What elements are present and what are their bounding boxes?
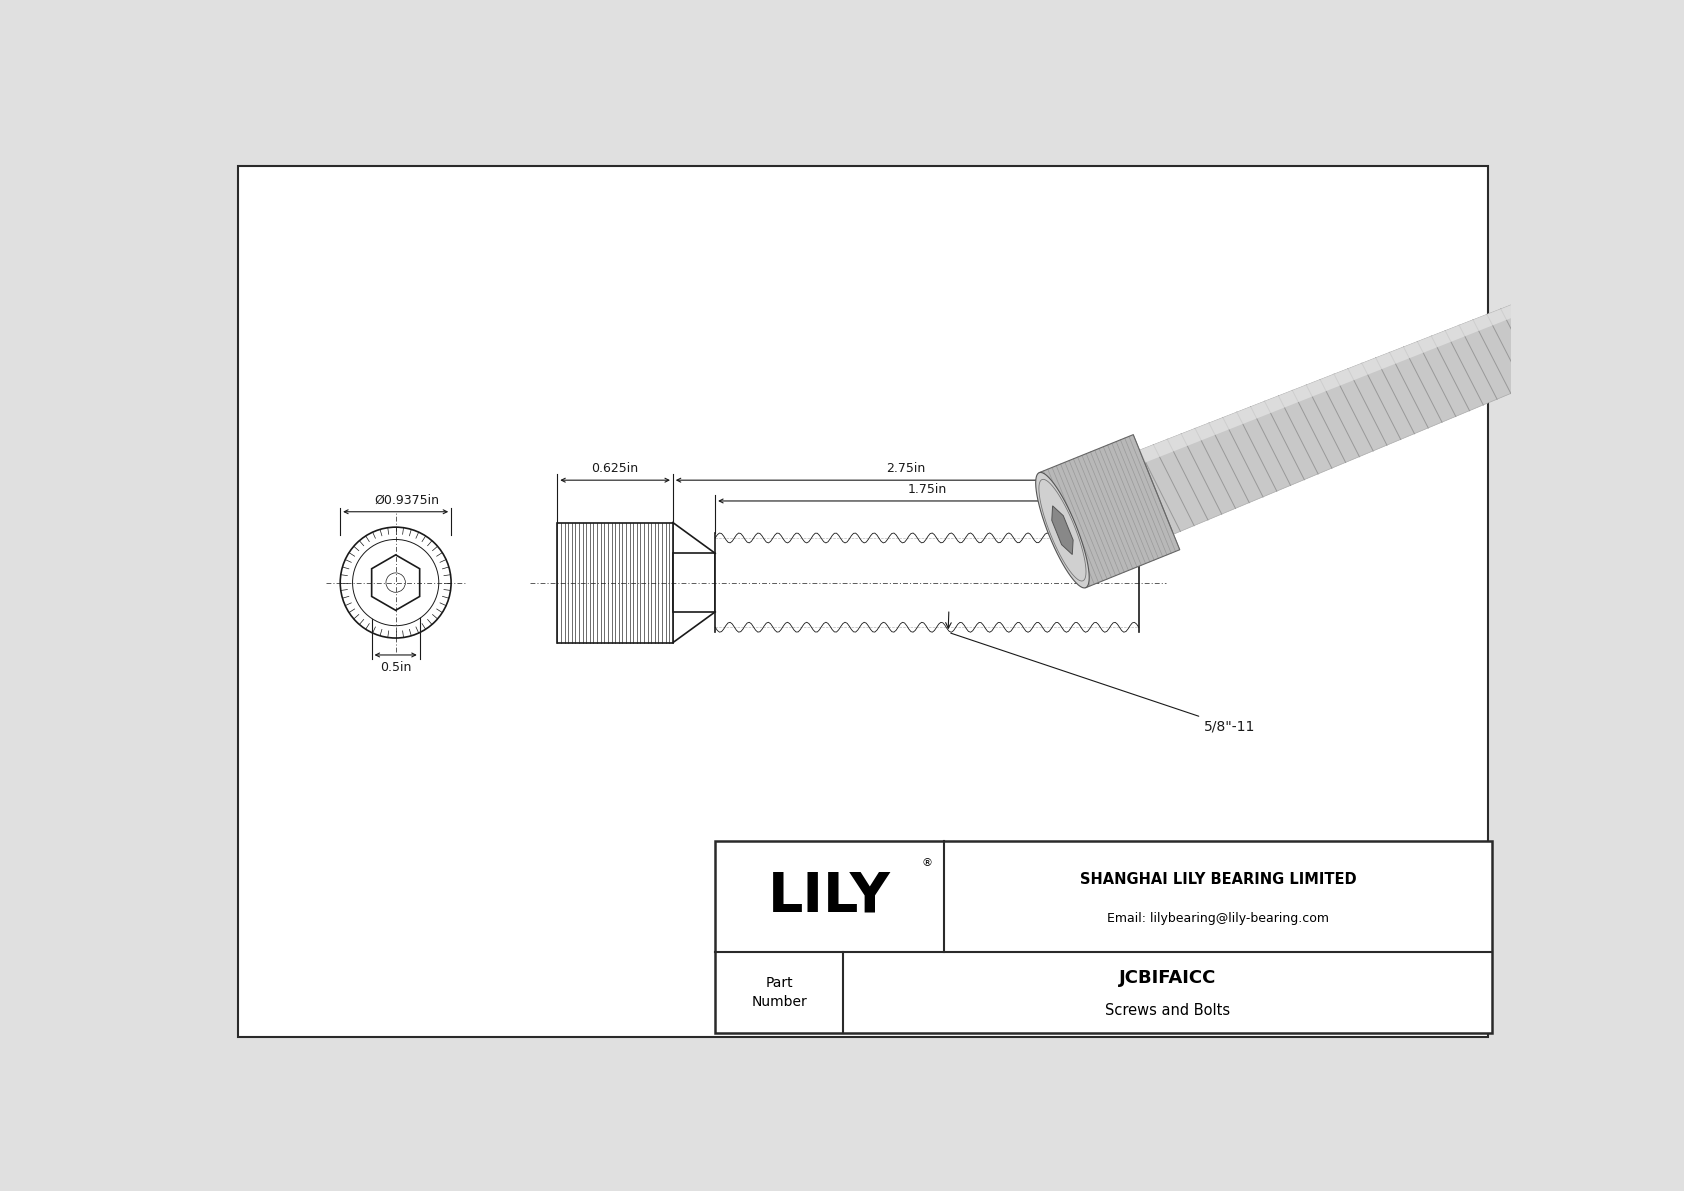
Bar bbox=[557, 523, 674, 643]
Text: Part
Number: Part Number bbox=[751, 975, 807, 1009]
Polygon shape bbox=[1036, 473, 1090, 588]
Text: 0.625in: 0.625in bbox=[591, 462, 638, 475]
Polygon shape bbox=[1526, 298, 1561, 374]
Circle shape bbox=[340, 528, 451, 638]
Text: ®: ® bbox=[921, 858, 933, 868]
Bar bbox=[674, 554, 716, 612]
Polygon shape bbox=[372, 555, 419, 610]
Text: 2.75in: 2.75in bbox=[886, 462, 926, 475]
Text: 5/8"-11: 5/8"-11 bbox=[951, 634, 1256, 734]
Text: Screws and Bolts: Screws and Bolts bbox=[1105, 1003, 1231, 1018]
Polygon shape bbox=[1039, 435, 1180, 587]
Polygon shape bbox=[1140, 298, 1559, 535]
Polygon shape bbox=[1052, 506, 1073, 555]
Polygon shape bbox=[1140, 453, 1172, 532]
Polygon shape bbox=[1140, 298, 1532, 463]
Text: Email: lilybearing@lily-bearing.com: Email: lilybearing@lily-bearing.com bbox=[1108, 912, 1329, 925]
Polygon shape bbox=[716, 532, 1138, 632]
Bar bbox=[716, 841, 1492, 1033]
Text: Ø0.9375in: Ø0.9375in bbox=[376, 494, 440, 507]
Text: JCBIFAICC: JCBIFAICC bbox=[1120, 969, 1216, 987]
Text: LILY: LILY bbox=[768, 869, 891, 923]
Text: 1.75in: 1.75in bbox=[908, 482, 946, 495]
Text: 0.5in: 0.5in bbox=[381, 661, 411, 674]
Circle shape bbox=[352, 540, 440, 625]
Text: SHANGHAI LILY BEARING LIMITED: SHANGHAI LILY BEARING LIMITED bbox=[1079, 872, 1357, 887]
Circle shape bbox=[386, 573, 406, 592]
